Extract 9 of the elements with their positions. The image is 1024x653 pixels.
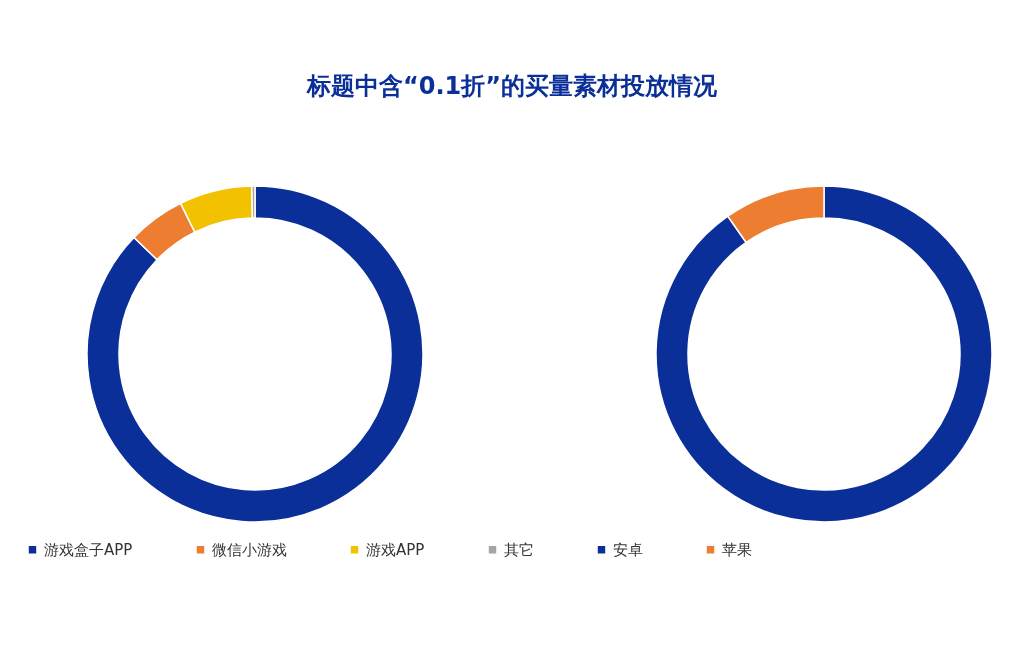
legend-label: 微信小游戏 — [212, 540, 287, 559]
chart-title: 标题中含“0.1折”的买量素材投放情况 — [305, 71, 719, 102]
legend-label: 苹果 — [722, 540, 752, 559]
legend-label: 游戏盒子APP — [44, 540, 133, 559]
legend-label: 其它 — [504, 540, 534, 559]
legend-label: 游戏APP — [366, 540, 425, 559]
donut-slice — [655, 185, 993, 523]
slice-label: 安卓 — [613, 540, 643, 559]
donut-slice — [86, 185, 424, 523]
